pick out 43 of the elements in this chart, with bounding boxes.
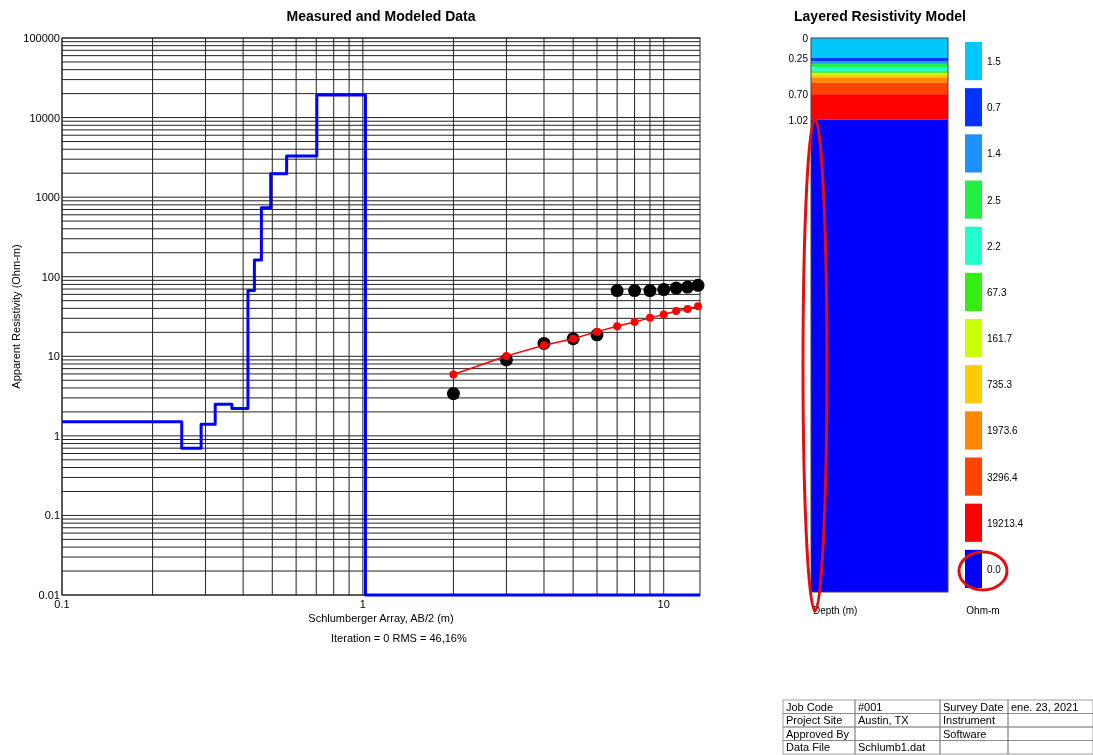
category-label: 3296.4 [987, 471, 1019, 483]
y-tick-label: 10 [47, 350, 60, 363]
text: Software [943, 727, 987, 740]
x-axis-title: Schlumberger Array, AB/2 (m) [308, 612, 454, 624]
text: Approved By [786, 727, 849, 740]
text: Job Code [786, 700, 834, 713]
text: Survey Date [943, 700, 1004, 713]
x-tick-label: 10 [657, 598, 670, 610]
text: Project Site [786, 714, 843, 726]
category-label: 1.4 [987, 148, 1002, 160]
chart-title: Measured and Modeled Data [286, 8, 476, 24]
text: #001 [858, 700, 883, 713]
text: Iteration = 0 RMS = 46,16% [331, 632, 467, 644]
category-label: 735.3 [987, 379, 1013, 391]
category-label: 161.7 [987, 333, 1013, 345]
y-tick-label: 100 [41, 270, 60, 283]
color-bar-title: Ohm-m [966, 605, 1000, 616]
category-label: 0.0 [987, 563, 1002, 575]
category-label: 1.5 [987, 56, 1002, 68]
y-axis-title: Apparent Resistivity (Ohm-m) [10, 244, 22, 389]
text: Layered Resistivity Model [794, 8, 966, 24]
y-tick-label: 100000 [23, 32, 60, 44]
category-label: 0.7 [987, 102, 1002, 114]
category-label: 67.3 [987, 286, 1007, 298]
text: ene. 23, 2021 [1011, 700, 1079, 713]
text: Schlumb1.dat [858, 741, 926, 753]
text: 1.02 [788, 114, 809, 126]
text: 0.70 [788, 89, 809, 100]
category-label: 2.5 [987, 194, 1002, 206]
text: Austin, TX [858, 714, 909, 726]
category-label: 1973.6 [987, 425, 1019, 437]
category-label: 19213.4 [987, 517, 1024, 529]
text: Instrument [943, 714, 995, 726]
text: 0 [802, 33, 809, 44]
text: 0.25 [788, 53, 809, 64]
text: Data File [786, 741, 831, 753]
y-tick-label: 1 [53, 429, 60, 442]
y-tick-label: 10000 [29, 111, 60, 124]
y-tick-label: 1000 [35, 191, 60, 204]
y-tick-label: 0.1 [44, 509, 60, 522]
x-tick-label: 1 [359, 598, 366, 610]
y-tick-label: 0.01 [38, 589, 60, 601]
category-label: 2.2 [987, 240, 1002, 252]
